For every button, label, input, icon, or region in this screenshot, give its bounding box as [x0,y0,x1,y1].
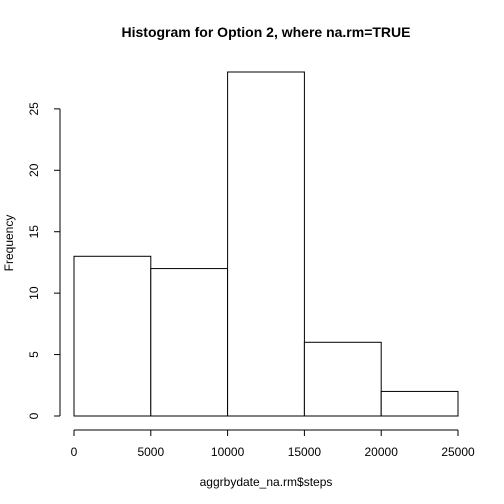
y-tick-label-5: 25 [27,102,41,116]
y-tick-label-3: 15 [27,225,41,239]
y-tick-label-4: 20 [27,163,41,177]
y-axis-label: Frequency [2,215,16,272]
x-tick-label-0: 0 [71,445,78,459]
y-tick-label-2: 10 [27,286,41,300]
x-tick-label-5: 25000 [441,445,475,459]
x-tick-label-3: 15000 [288,445,322,459]
x-tick-label-2: 10000 [211,445,245,459]
x-axis: 0 5000 10000 15000 20000 25000 [71,429,475,459]
histogram-bar-2 [227,71,305,417]
histogram-bar-0 [73,255,152,417]
histogram-bar-1 [150,268,229,417]
x-tick-label-4: 20000 [365,445,399,459]
bars-group [73,71,459,417]
histogram-bar-4 [380,390,459,417]
x-axis-label: aggrbydate_na.rm$steps [200,475,333,489]
y-tick-label-1: 5 [27,351,41,358]
y-tick-label-0: 0 [27,412,41,419]
x-tick-label-1: 5000 [137,445,164,459]
histogram-bar-3 [303,341,382,417]
chart-title: Histogram for Option 2, where na.rm=TRUE [122,24,411,40]
y-axis: 0 5 10 15 20 25 [27,102,61,419]
